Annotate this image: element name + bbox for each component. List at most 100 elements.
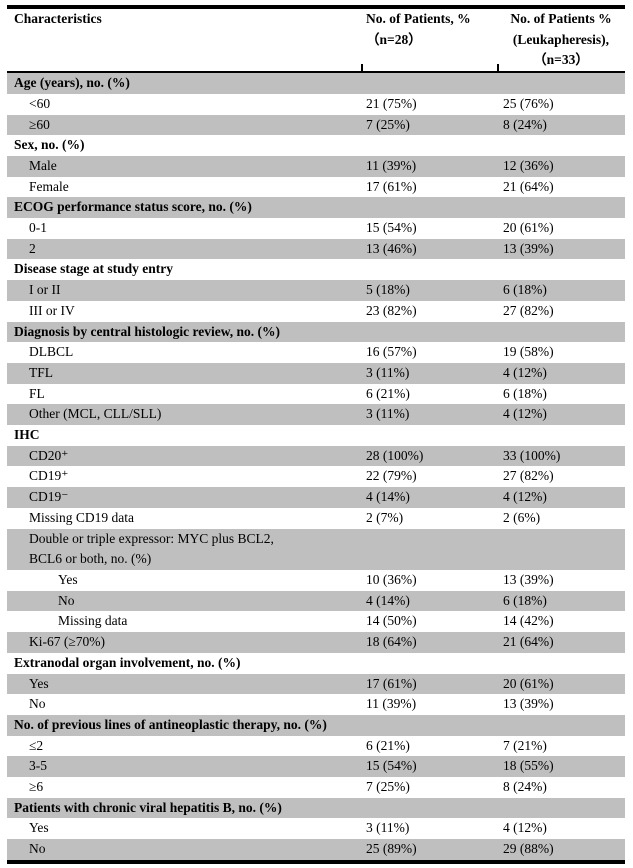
row-label-line: TFL — [29, 364, 54, 380]
table-row: No 25 (89%) 29 (88%) — [7, 839, 625, 860]
table-row: No. of previous lines of antineoplastic … — [7, 714, 625, 736]
value-n28: 17 (61%) — [366, 178, 417, 194]
row-label-line: CD19⁻ — [29, 489, 69, 505]
value-n33-leukapheresis: 21 (64%) — [503, 634, 554, 650]
value-n28: 14 (50%) — [366, 613, 417, 629]
row-label: Missing CD19 data — [7, 508, 361, 529]
table-bottom-rule — [7, 859, 625, 864]
row-label-line: Missing CD19 data — [29, 509, 135, 525]
value-n33-leukapheresis: 4 (12%) — [503, 820, 547, 836]
value-n33-leukapheresis: 7 (21%) — [503, 737, 547, 753]
value-n28: 22 (79%) — [366, 468, 417, 484]
row-label-line: <60 — [29, 95, 51, 111]
value-n33-leukapheresis: 4 (12%) — [503, 489, 547, 505]
row-label: Age (years), no. (%) — [7, 73, 361, 94]
value-n28 — [361, 529, 497, 570]
row-label: Female — [7, 177, 361, 198]
row-label-line: ECOG performance status score, no. (%) — [14, 199, 252, 215]
row-label-line: IHC — [14, 427, 40, 443]
row-label: I or II — [7, 280, 361, 301]
row-label-line: Yes — [29, 675, 49, 691]
table-row: Extranodal organ involvement, no. (%) — [7, 653, 625, 674]
table-row: Missing CD19 data 2 (7%) 2 (6%) — [7, 508, 625, 529]
row-label: CD19⁻ — [7, 487, 361, 508]
row-label-line: DLBCL — [29, 344, 74, 360]
value-n33-leukapheresis: 19 (58%) — [503, 344, 554, 360]
value-n28 — [361, 73, 497, 94]
row-label-line: Female — [29, 178, 69, 194]
value-n33-leukapheresis: 13 (39%) — [503, 240, 554, 256]
column-header-label: Characteristics — [14, 11, 102, 26]
value-n33-leukapheresis — [497, 529, 625, 570]
table-row: Missing data 14 (50%) 14 (42%) — [7, 611, 625, 632]
row-label-line: Ki-67 (≥70%) — [29, 634, 106, 650]
table-row: No 11 (39%) 13 (39%) — [7, 694, 625, 715]
value-n33-leukapheresis: 8 (24%) — [503, 116, 547, 132]
value-n28 — [361, 798, 497, 819]
table-row: 3-5 15 (54%) 18 (55%) — [7, 756, 625, 778]
value-n33-leukapheresis — [497, 425, 625, 446]
value-n28 — [361, 322, 497, 343]
table-row: FL 6 (21%) 6 (18%) — [7, 384, 625, 405]
table-row: No 4 (14%) 6 (18%) — [7, 590, 625, 612]
row-label: ≤2 — [7, 736, 361, 757]
row-label-line: Missing data — [58, 613, 128, 629]
value-n33-leukapheresis — [497, 73, 625, 94]
row-label-line: CD19⁺ — [29, 468, 69, 484]
value-n33-leukapheresis: 13 (39%) — [503, 571, 554, 587]
table-row: Double or triple expressor: MYC plus BCL… — [7, 528, 625, 570]
table-row: DLBCL 16 (57%) 19 (58%) — [7, 342, 625, 363]
table-row: IHC — [7, 425, 625, 446]
value-n28: 17 (61%) — [366, 675, 417, 691]
row-label-line: Other (MCL, CLL/SLL) — [29, 406, 162, 422]
header-bottom-rule — [7, 71, 625, 74]
value-n33-leukapheresis: 25 (76%) — [503, 95, 554, 111]
value-n33-leukapheresis — [497, 798, 625, 819]
row-label: Yes — [7, 570, 361, 591]
row-label-line: Extranodal organ involvement, no. (%) — [14, 654, 241, 670]
value-n33-leukapheresis — [497, 653, 625, 674]
value-n33-leukapheresis — [497, 135, 625, 156]
row-label: 3-5 — [7, 756, 361, 777]
value-n33-leukapheresis — [497, 259, 625, 280]
row-label-line: ≤2 — [29, 737, 44, 753]
value-n28: 2 (7%) — [366, 509, 404, 525]
value-n28: 6 (21%) — [366, 385, 410, 401]
table-row: Sex, no. (%) — [7, 135, 625, 156]
row-label: ≥6 — [7, 777, 361, 798]
row-label: Sex, no. (%) — [7, 135, 361, 156]
table-body: Age (years), no. (%) <60 21 (75%) 25 (76%) ≥… — [7, 73, 625, 860]
value-n28 — [361, 425, 497, 446]
row-label-line: Yes — [58, 571, 78, 587]
value-n28: 25 (89%) — [366, 841, 417, 857]
value-n33-leukapheresis — [497, 322, 625, 343]
row-label: Yes — [7, 818, 361, 839]
value-n28: 3 (11%) — [366, 406, 410, 422]
row-label: TFL — [7, 363, 361, 384]
value-n28: 7 (25%) — [366, 779, 410, 795]
value-n28: 3 (11%) — [366, 820, 410, 836]
value-n33-leukapheresis: 8 (24%) — [503, 779, 547, 795]
value-n28: 21 (75%) — [366, 95, 417, 111]
table-row: Diagnosis by central histologic review, … — [7, 321, 625, 343]
row-label-line: Patients with chronic viral hepatitis B,… — [14, 799, 282, 815]
column-divider-tick — [361, 64, 363, 72]
characteristics-table: Characteristics No. of Patients, % （n=28）… — [7, 5, 625, 864]
column-header-label-line: No. of Patients % — [510, 11, 612, 26]
row-label: FL — [7, 384, 361, 405]
value-n33-leukapheresis: 6 (18%) — [503, 592, 547, 608]
value-n33-leukapheresis: 27 (82%) — [503, 468, 554, 484]
table-row: III or IV 23 (82%) 27 (82%) — [7, 301, 625, 322]
row-label-line: Diagnosis by central histologic review, … — [14, 323, 280, 339]
row-label: Double or triple expressor: MYC plus BCL… — [7, 529, 361, 570]
row-label-line: 2 — [29, 240, 36, 256]
value-n28: 10 (36%) — [366, 571, 417, 587]
value-n28 — [361, 653, 497, 674]
row-label: ECOG performance status score, no. (%) — [7, 197, 361, 218]
row-label: Other (MCL, CLL/SLL) — [7, 404, 361, 425]
row-label: DLBCL — [7, 342, 361, 363]
row-label: III or IV — [7, 301, 361, 322]
table-row: CD19⁺ 22 (79%) 27 (82%) — [7, 466, 625, 487]
row-label: No — [7, 694, 361, 715]
value-n33-leukapheresis: 29 (88%) — [503, 841, 554, 857]
